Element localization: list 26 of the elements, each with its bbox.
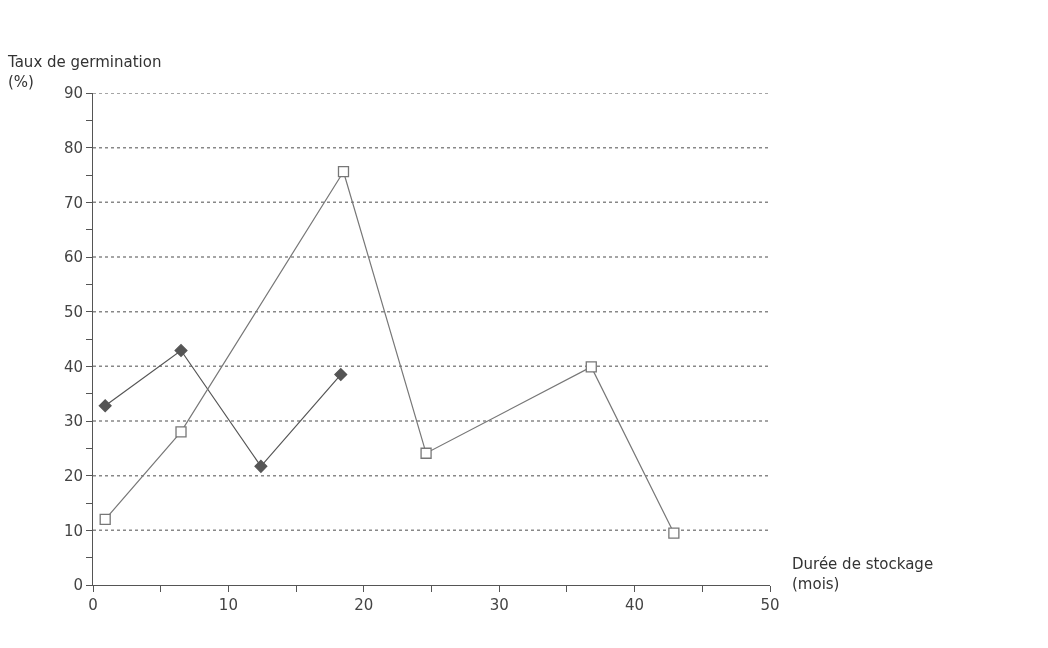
point (585, 361, 597, 373)
y-tick-label: 30 (63, 412, 83, 431)
point (334, 368, 348, 382)
y-tick-label: 70 (63, 193, 83, 212)
x-axis-title: Durée de stockage (mois) (792, 555, 934, 593)
x-tick-label: 30 (489, 596, 509, 614)
y-tick-label: 50 (63, 302, 83, 321)
y-tick-label: 0 (73, 576, 83, 595)
y-tick-label: 60 (63, 248, 83, 267)
x-tick-label: 20 (354, 596, 374, 614)
y-tick-label: 40 (63, 357, 83, 376)
point (254, 459, 268, 473)
y-tick-label: 80 (63, 138, 83, 157)
point (98, 399, 112, 413)
x-tick-label: 50 (760, 596, 780, 614)
x-tick-label: 40 (625, 596, 645, 614)
point (337, 166, 350, 178)
point (99, 513, 111, 526)
point (420, 447, 432, 459)
x-tick-label: 0 (88, 596, 98, 614)
x-tick-label: 10 (218, 596, 238, 614)
point (174, 343, 188, 357)
y-tick-label: 10 (63, 521, 83, 540)
point (668, 527, 680, 539)
point (175, 426, 187, 438)
y-tick-label: 20 (63, 466, 83, 485)
